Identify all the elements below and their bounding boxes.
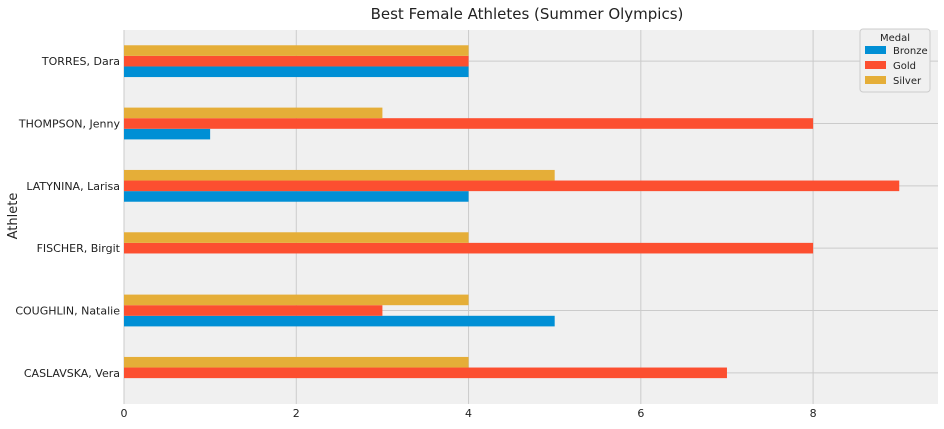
x-tick-label: 6	[637, 407, 644, 420]
bar-silver	[124, 45, 469, 56]
category-label: TORRES, Dara	[41, 55, 120, 68]
legend-swatch-silver	[865, 76, 886, 84]
bar-silver	[124, 356, 469, 368]
x-tick-label: 4	[465, 407, 472, 420]
bar-bronze	[124, 191, 469, 202]
legend-label-bronze: Bronze	[893, 46, 928, 57]
x-tick-label: 2	[293, 407, 300, 420]
bar-gold	[124, 367, 727, 379]
chart-title: Best Female Athletes (Summer Olympics)	[371, 5, 684, 23]
legend: Medal Bronze Gold Silver	[859, 28, 931, 93]
legend-title: Medal	[880, 33, 910, 44]
bar-bronze	[124, 66, 469, 78]
legend-label-gold: Gold	[893, 61, 916, 72]
category-label: THOMPSON, Jenny	[18, 118, 121, 131]
bar-gold	[124, 55, 469, 67]
bar-gold	[124, 305, 383, 316]
category-label: FISCHER, Birgit	[37, 242, 121, 255]
axes: 0 2 4 6 8 CASLAVSKA, Vera COUGHLIN, Natalie FIS…	[15, 55, 816, 420]
category-label: LATYNINA, Larisa	[26, 180, 120, 193]
bar-silver	[124, 232, 469, 243]
bar-silver	[124, 107, 383, 119]
bar-gold	[124, 242, 814, 254]
x-tick-label: 8	[810, 407, 817, 420]
bar-silver	[124, 294, 469, 306]
legend-swatch-bronze	[865, 46, 886, 54]
category-label: CASLAVSKA, Vera	[24, 367, 120, 380]
legend-swatch-gold	[865, 61, 886, 69]
bar-gold	[124, 118, 814, 129]
bar-bronze	[124, 128, 211, 140]
bar-bronze	[124, 315, 555, 327]
category-label: COUGHLIN, Natalie	[15, 305, 120, 318]
bars	[124, 45, 900, 379]
y-axis-label: Athlete	[6, 193, 21, 240]
bar-gold	[124, 180, 900, 192]
x-tick-label: 0	[121, 407, 128, 420]
legend-label-silver: Silver	[893, 76, 922, 87]
bar-silver	[124, 169, 555, 181]
plot-area	[124, 30, 938, 404]
